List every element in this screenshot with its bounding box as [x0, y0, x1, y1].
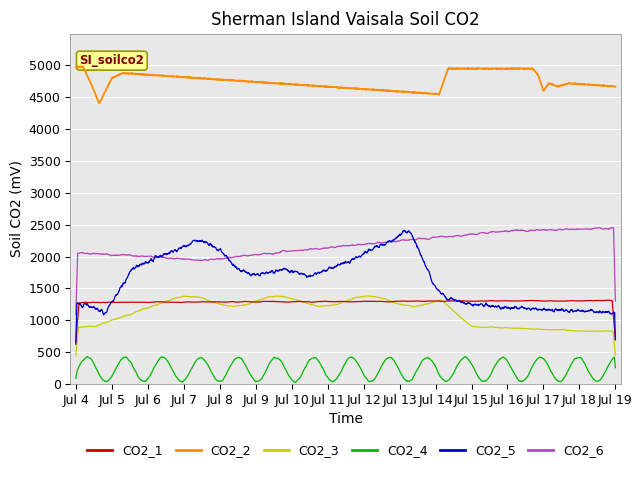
Text: SI_soilco2: SI_soilco2 — [79, 54, 144, 67]
Legend: CO2_1, CO2_2, CO2_3, CO2_4, CO2_5, CO2_6: CO2_1, CO2_2, CO2_3, CO2_4, CO2_5, CO2_6 — [83, 439, 609, 462]
Y-axis label: Soil CO2 (mV): Soil CO2 (mV) — [9, 160, 23, 257]
Title: Sherman Island Vaisala Soil CO2: Sherman Island Vaisala Soil CO2 — [211, 11, 480, 29]
X-axis label: Time: Time — [328, 412, 363, 426]
